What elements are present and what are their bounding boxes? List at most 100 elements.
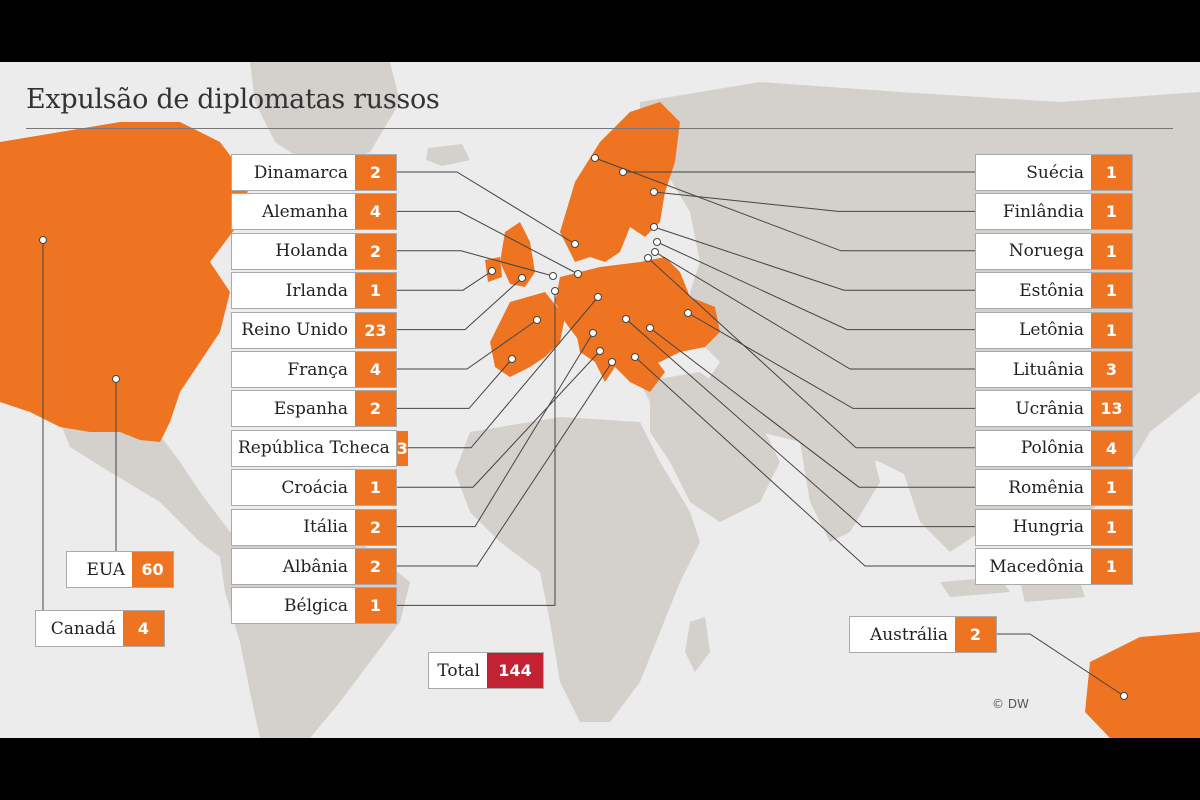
label-name: Finlândia	[1002, 201, 1084, 222]
leader-left-2	[397, 250, 554, 277]
leader-right-5	[654, 251, 975, 370]
leader-left-6	[397, 358, 513, 409]
label-name: Bélgica	[284, 595, 348, 616]
label-name: Polônia	[1020, 438, 1084, 459]
label-name: Irlanda	[285, 280, 348, 301]
label-name: Albânia	[282, 556, 348, 577]
label-name: Itália	[303, 517, 348, 538]
leader-right-6	[687, 312, 975, 409]
label-value: 60	[132, 552, 173, 587]
leader-left-8	[397, 350, 601, 488]
label-name: República Tcheca	[238, 438, 390, 459]
label-value: 144	[487, 653, 543, 688]
label-value: 2	[355, 391, 396, 427]
label-value: 3	[396, 430, 408, 466]
label-value: 1	[1091, 155, 1132, 190]
label-value: 13	[1091, 391, 1132, 427]
label-right-5: Lituânia 3	[975, 351, 1133, 388]
label-left-2: Holanda 2	[231, 232, 397, 270]
land-orange	[0, 102, 1200, 738]
leader-right-10	[634, 356, 975, 567]
label-name: Espanha	[273, 398, 348, 419]
leader-right-3	[653, 226, 975, 291]
label-name: Suécia	[1026, 162, 1084, 183]
leader-left-5	[397, 319, 538, 370]
title-divider	[26, 128, 1173, 129]
label-value: 1	[1091, 470, 1132, 506]
leader-left-1-dot	[574, 270, 582, 278]
label-right-7: Polônia 4	[975, 429, 1133, 467]
leader-right-1-dot	[650, 188, 658, 196]
label-value: 2	[355, 155, 396, 190]
label-name: Letônia	[1019, 320, 1084, 341]
label-value: 4	[1091, 430, 1132, 466]
label-right-8: Romênia 1	[975, 469, 1133, 507]
leader-lines	[39, 154, 1128, 700]
label-value: 1	[1091, 312, 1132, 348]
label-name: Total	[437, 660, 480, 681]
label-left-10: Albânia 2	[231, 548, 397, 585]
label-name: Alemanha	[261, 201, 348, 222]
label-name: EUA	[86, 559, 126, 580]
leader-left-11-dot	[551, 287, 559, 295]
leader-left-1	[397, 210, 579, 275]
label-right-3: Estônia 1	[975, 272, 1133, 310]
label-right-9: Hungria 1	[975, 508, 1133, 546]
leader-right-2	[594, 157, 975, 252]
label-value: 1	[1091, 509, 1132, 545]
label-name: Dinamarca	[253, 162, 348, 183]
label-value: 1	[1091, 194, 1132, 230]
leader-left-5-dot	[533, 316, 541, 324]
label-value: 4	[355, 352, 396, 387]
leader-right-9	[625, 318, 975, 528]
label-right-1: Finlândia 1	[975, 193, 1133, 231]
label-name: Ucrânia	[1015, 398, 1084, 419]
leader-right-6-dot	[684, 309, 692, 317]
label-australia: Austrália 2	[849, 616, 997, 653]
label-left-1: Alemanha 4	[231, 193, 397, 231]
label-right-4: Letônia 1	[975, 311, 1133, 349]
leader-left-10	[397, 361, 613, 567]
label-left-0: Dinamarca 2	[231, 154, 397, 191]
label-value: 4	[355, 194, 396, 230]
label-name: Canadá	[50, 618, 116, 639]
label-name: Croácia	[281, 477, 348, 498]
label-name: Romênia	[1008, 477, 1084, 498]
label-value: 2	[355, 233, 396, 269]
leader-left-0	[397, 171, 576, 245]
label-name: Macedônia	[989, 556, 1084, 577]
leader-right-4-dot	[653, 238, 661, 246]
label-name: Lituânia	[1012, 359, 1084, 380]
label-left-8: Croácia 1	[231, 469, 397, 507]
leader-right-7-dot	[644, 254, 652, 262]
leader-left-6-dot	[508, 355, 516, 363]
leader-australia-dot	[1120, 692, 1128, 700]
leader-australia	[997, 633, 1125, 697]
label-value: 1	[1091, 549, 1132, 584]
label-value: 3	[1091, 352, 1132, 387]
label-total: Total 144	[428, 652, 544, 689]
leader-left-4-dot	[518, 274, 526, 282]
leader-right-3-dot	[650, 223, 658, 231]
map-title: Expulsão de diplomatas russos	[26, 84, 440, 115]
label-left-11: Bélgica 1	[231, 587, 397, 625]
leader-right-1	[653, 191, 975, 212]
leader-left-3-dot	[488, 267, 496, 275]
leader-right-10-dot	[631, 353, 639, 361]
label-name: Austrália	[869, 624, 948, 645]
leader-right-8-dot	[646, 324, 654, 332]
label-value: 1	[1091, 273, 1132, 309]
label-value: 2	[355, 509, 396, 545]
leader-left-11	[397, 291, 556, 606]
leader-right-4	[656, 241, 975, 331]
leader-left-7-dot	[594, 293, 602, 301]
label-left-4: Reino Unido 23	[231, 311, 397, 349]
leader-right-7	[647, 257, 975, 449]
leader-right-9-dot	[622, 315, 630, 323]
label-name: França	[287, 359, 348, 380]
label-name: Hungria	[1012, 517, 1084, 538]
map-canvas: Expulsão de diplomatas russos Dinamarca 2…	[0, 62, 1200, 738]
label-left-5: França 4	[231, 351, 397, 388]
label-name: Estônia	[1019, 280, 1084, 301]
leader-left-7	[397, 296, 599, 449]
